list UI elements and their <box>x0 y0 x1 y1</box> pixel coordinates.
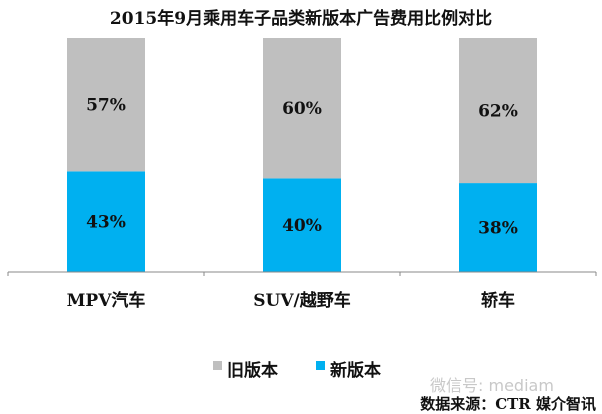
legend-label-old: 旧版本 <box>227 361 278 381</box>
data-label-new-2: 38% <box>478 219 518 239</box>
bar-old-1 <box>263 38 341 179</box>
data-label-new-1: 40% <box>282 216 322 236</box>
data-label-new-0: 43% <box>86 213 126 233</box>
chart-title: 2015年9月乘用车子品类新版本广告费用比例对比 <box>109 9 493 29</box>
x-tick-label-0: MPV汽车 <box>67 290 146 311</box>
x-tick-label-1: SUV/越野车 <box>253 290 351 311</box>
legend-item-old: 旧版本 <box>213 356 278 381</box>
x-tick-label-2: 轿车 <box>481 290 515 311</box>
legend-label-new: 新版本 <box>330 361 381 381</box>
bar-new-1 <box>263 178 341 272</box>
watermark: 微信号: mediam <box>430 376 554 395</box>
bar-new-0 <box>67 171 145 272</box>
bar-new-2 <box>459 183 537 272</box>
bar-old-0 <box>67 38 145 172</box>
legend-item-new: 新版本 <box>316 356 381 381</box>
source-note: 数据来源：CTR 媒介智讯 <box>420 395 596 413</box>
bar-old-2 <box>459 38 537 184</box>
data-label-old-0: 57% <box>86 96 126 116</box>
data-label-old-2: 62% <box>478 102 518 122</box>
data-label-old-1: 60% <box>282 99 322 119</box>
legend-swatch-new <box>316 361 325 370</box>
legend: 旧版本 新版本 <box>213 356 381 381</box>
legend-swatch-old <box>213 361 222 370</box>
